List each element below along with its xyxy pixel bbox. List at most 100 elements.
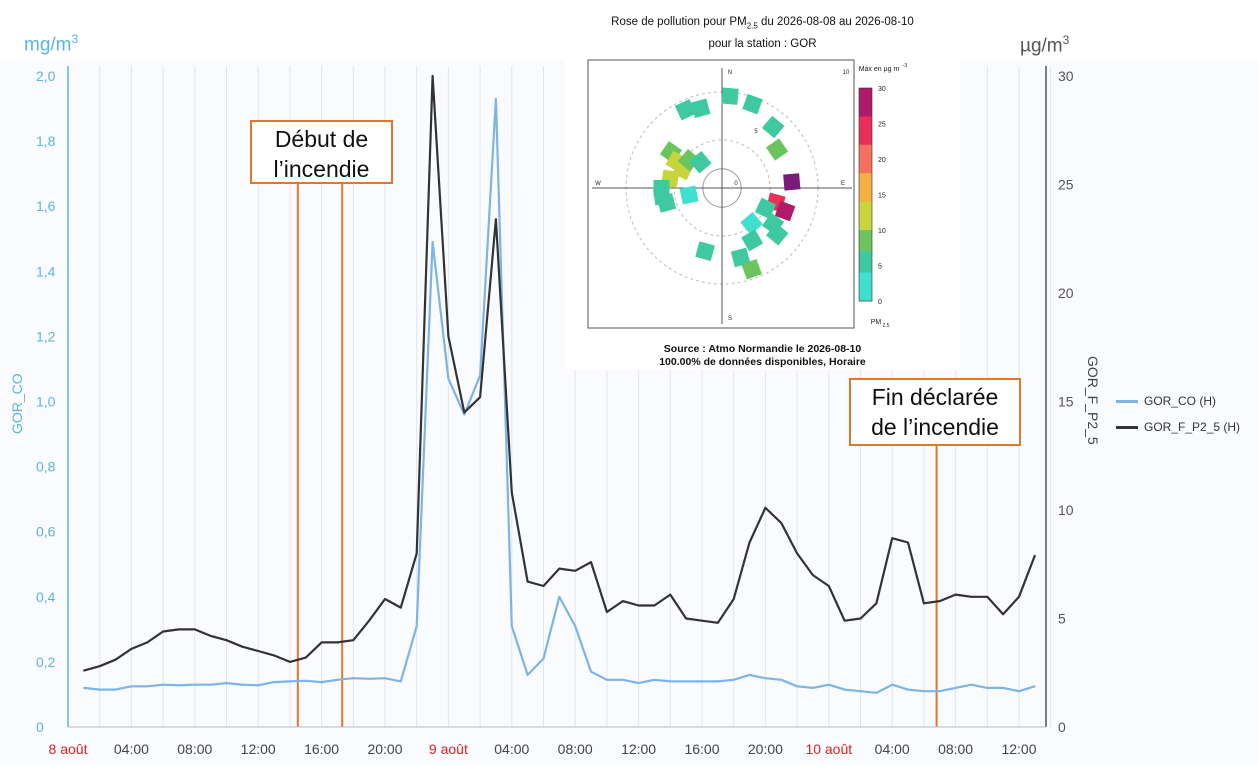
colorbar-tick: 0 [878,299,882,306]
rose-source: Source : Atmo Normandie le 2026-08-10 [663,343,862,355]
data-point-co [542,657,545,660]
data-point-pm25 [780,522,783,524]
x-tick-label: 10 août [805,741,852,757]
data-point-co [495,97,497,100]
data-point-pm25 [954,593,957,596]
data-point-pm25 [146,641,149,644]
data-point-pm25 [1002,613,1004,615]
colorbar-tick: 25 [878,122,886,129]
rose-cell [741,229,764,252]
colorbar-segment [859,237,872,245]
data-point-pm25 [970,596,973,598]
colorbar-segment [859,173,872,181]
data-point-co [447,377,450,380]
rose-cell [656,193,677,213]
colorbar-segment [859,286,872,295]
data-point-co [146,685,149,688]
axes: 0 0,2 0,4 0,6 0,8 1,0 1,2 1,4 1,6 1,8 2,0 0 5 10 15 20 2… [36,66,1074,757]
data-point-co [257,684,260,687]
data-point-co [558,596,561,598]
data-point-co [701,680,703,683]
data-point-co [859,690,862,692]
data-point-co [526,674,529,676]
rose-cell [689,150,712,174]
colorbar-segment [859,159,872,167]
data-point-pm25 [83,669,85,672]
colorbar-title-exp: -3 [903,63,908,69]
colorbar-foot: PM [871,319,882,326]
rose-title: Rose de pollution pour PM2.5 du 2026-08-… [611,16,914,31]
data-point-pm25 [178,628,180,631]
data-point-pm25 [748,541,751,544]
data-point-pm25 [685,617,687,620]
data-point-co [162,683,164,686]
data-point-co [812,687,814,689]
data-point-co [732,679,735,681]
data-point-pm25 [162,630,164,633]
data-point-pm25 [574,569,576,572]
legend-item-pm[interactable]: GOR_F_P2_5 (H) [1116,414,1240,440]
event-lines [296,184,938,727]
rose-availability: 100.00% de données disponibles, Horaire [659,356,866,368]
data-point-pm25 [352,639,355,641]
x-tick-label: 08:00 [177,741,212,757]
data-point-co [970,683,973,686]
colorbar-segment [859,166,872,174]
colorbar-segment [859,222,872,231]
rose-cell [774,200,796,222]
rose-cell [742,93,763,115]
data-point-pm25 [907,541,909,544]
y-tick-left: 1,8 [36,133,56,149]
rose-subtitle: pour la station : GOR [708,38,817,50]
y-tick-right: 25 [1058,177,1074,193]
y-tick-left: 1,6 [36,198,56,214]
colorbar-foot-sub: 2.5 [883,323,890,329]
data-point-co [685,680,687,683]
x-tick-label: 20:00 [367,741,402,757]
rose-cell [690,98,711,119]
right-unit: µg/m3 [1020,33,1070,57]
data-point-pm25 [400,606,402,609]
data-point-co [954,687,957,689]
data-point-co [336,679,339,681]
colorbar-segment [859,95,872,103]
fire-end-annotation: Fin déclarée de l’incendie [849,378,1021,446]
colorbar-segment [859,251,872,259]
x-tick-label: 16:00 [304,741,339,757]
y-tick-left: 1,0 [36,394,56,410]
rose-n-label: N [728,70,732,76]
x-tick-label: 16:00 [684,741,719,757]
y-tick-left: 0,6 [36,524,56,540]
data-point-pm25 [1018,596,1020,598]
data-point-co [400,680,402,683]
data-point-pm25 [590,561,592,563]
data-point-pm25 [764,507,767,509]
data-point-co [98,688,101,691]
colorbar-segment [859,208,872,217]
data-point-pm25 [194,628,196,631]
colorbar-tick: 5 [878,264,882,271]
colorbar-segment [859,116,872,124]
colorbar-segment [859,201,872,210]
rose-ring-label-10: 10 [843,70,850,76]
y-tick-right: 10 [1058,502,1074,518]
data-point-co [273,681,275,683]
data-point-co [653,679,656,681]
legend-item-co[interactable]: GOR_CO (H) [1116,388,1240,414]
x-tick-label: 8 août [49,741,88,757]
data-point-pm25 [875,602,878,605]
data-point-pm25 [701,619,703,622]
rose-cell [730,247,751,268]
data-point-pm25 [621,600,624,602]
data-point-pm25 [130,648,133,650]
data-point-pm25 [273,654,275,657]
y-tick-right: 5 [1058,611,1066,627]
data-point-pm25 [241,645,244,648]
colorbar-segment [859,194,872,203]
rose-cell [741,258,762,280]
data-point-pm25 [526,580,529,583]
data-point-pm25 [463,411,466,414]
y-tick-left: 1,4 [36,263,56,279]
data-point-co [891,683,893,686]
data-point-co [748,674,751,676]
